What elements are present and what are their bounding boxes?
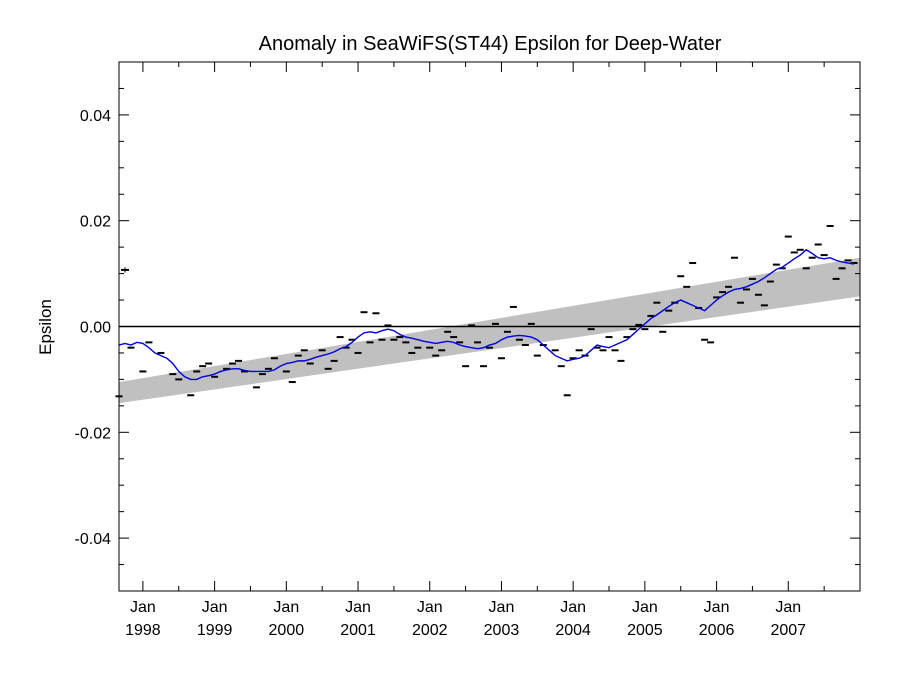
x-tick-layer: Jan 1998 Jan 1999 Jan 2000 Jan 2001 Jan 2002 Jan 20…: [125, 62, 861, 639]
x-tick-month: Jan: [704, 599, 730, 616]
x-tick-year: 1999: [197, 622, 233, 639]
error-bar-layer: [120, 267, 129, 273]
x-tick-month: Jan: [273, 599, 299, 616]
trend-band-layer: [119, 257, 860, 404]
y-tick-label: 0.00: [80, 320, 111, 337]
x-tick-year: 2005: [627, 622, 663, 639]
y-tick-label: -0.04: [75, 531, 112, 548]
series-line: [118, 248, 855, 381]
x-tick-year: 2006: [699, 622, 735, 639]
x-tick-year: 2004: [555, 622, 591, 639]
x-tick-month: Jan: [775, 599, 801, 616]
x-tick-year: 2002: [412, 622, 448, 639]
x-tick-month: Jan: [417, 599, 443, 616]
y-tick-label: -0.02: [75, 425, 112, 442]
series-layer: [118, 248, 855, 381]
y-tick-label: 0.04: [80, 108, 111, 125]
x-tick-month: Jan: [560, 599, 586, 616]
x-tick-year: 2001: [340, 622, 376, 639]
chart-title: Anomaly in SeaWiFS(ST44) Epsilon for Dee…: [259, 33, 722, 55]
x-tick-month: Jan: [632, 599, 658, 616]
y-tick-label: 0.02: [80, 214, 111, 231]
y-tick-layer: 0.04 0.02 0.00 -0.02 -0.04: [75, 61, 860, 592]
y-axis-label: Epsilon: [36, 299, 55, 355]
x-tick-year: 2000: [269, 622, 305, 639]
x-tick-month: Jan: [489, 599, 515, 616]
x-tick-month: Jan: [345, 599, 371, 616]
x-tick-month: Jan: [130, 599, 156, 616]
x-tick-year: 2007: [770, 622, 806, 639]
x-tick-year: 1998: [125, 622, 161, 639]
trend-band: [119, 257, 860, 404]
x-tick-month: Jan: [202, 599, 228, 616]
x-tick-year: 2003: [484, 622, 520, 639]
